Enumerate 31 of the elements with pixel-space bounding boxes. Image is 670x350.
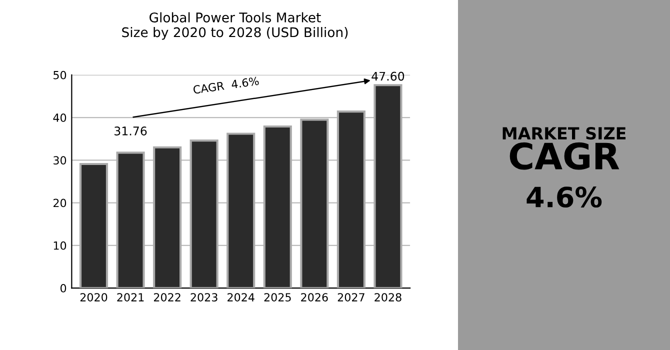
text: MARKET SIZE xyxy=(502,126,626,140)
bar xyxy=(116,152,145,288)
x-tick-label: 2022 xyxy=(154,293,180,302)
bar xyxy=(190,140,218,288)
x-tick-label: 2021 xyxy=(117,293,144,302)
data-label: 31.76 xyxy=(114,126,147,136)
bar xyxy=(153,146,182,288)
x-tick-label: 2020 xyxy=(80,293,108,302)
annotation: CAGR 4.6% xyxy=(192,76,260,94)
x-tick-label: 2023 xyxy=(190,293,218,302)
bar xyxy=(226,132,256,288)
data-label: 47.60 xyxy=(372,72,404,81)
y-tick-label: 40 xyxy=(53,114,66,122)
chart-title: Global Power Tools Market Size by 2020 to 2028 (USD Billion) xyxy=(122,12,348,40)
x-tick-label: 2027 xyxy=(338,293,364,302)
x-tick-label: 2026 xyxy=(301,293,328,302)
y-tick-label: 50 xyxy=(54,70,66,80)
y-tick-label: 20 xyxy=(54,198,66,208)
y-tick-label: 30 xyxy=(54,156,66,165)
bar xyxy=(300,118,329,288)
x-tick-label: 2028 xyxy=(374,293,402,302)
x-tick-label: 2025 xyxy=(264,293,291,302)
text: CAGR xyxy=(510,142,620,170)
y-tick-label: 10 xyxy=(54,241,66,250)
text: 4.6% xyxy=(526,186,602,208)
y-tick-label: 0 xyxy=(60,284,66,292)
bar xyxy=(79,162,108,288)
bar xyxy=(336,110,366,288)
bar xyxy=(263,125,292,288)
bar xyxy=(374,84,402,288)
x-tick-label: 2024 xyxy=(228,293,254,302)
